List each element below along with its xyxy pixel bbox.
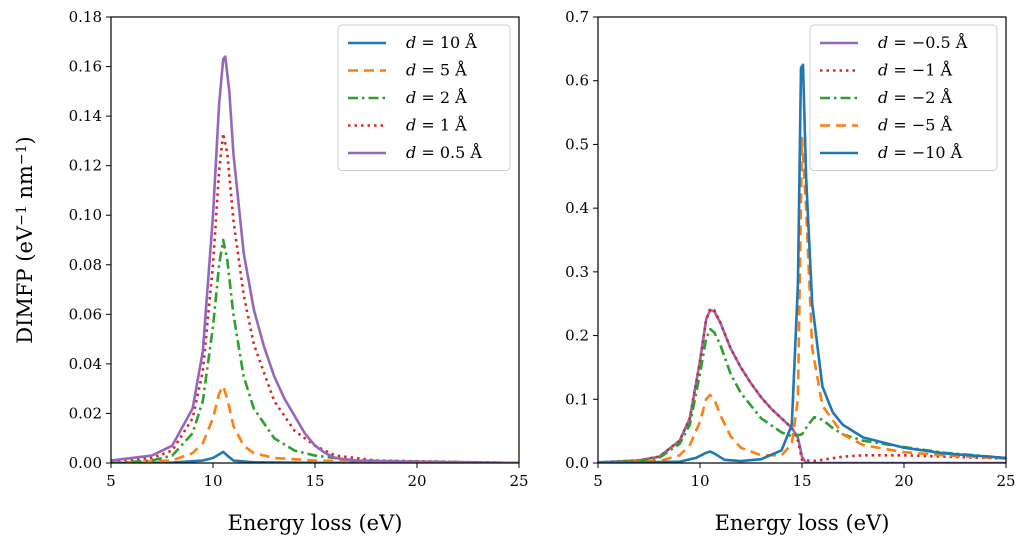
y-tick-label: 0.08 <box>69 256 102 274</box>
legend-label-3: d = 1 Å <box>406 115 467 135</box>
legend-label-4: d = 0.5 Å <box>406 142 482 162</box>
legend-label-1: d = 5 Å <box>406 60 467 80</box>
legend-label-3: d = −5 Å <box>878 115 953 135</box>
legend-label-2: d = 2 Å <box>406 87 467 107</box>
y-tick-label: 0.10 <box>69 206 102 224</box>
series-line-4 <box>111 55 519 463</box>
series-line-1 <box>111 384 519 463</box>
x-tick-label: 15 <box>792 472 811 490</box>
x-tick-label: 20 <box>894 472 913 490</box>
right-panel: 5 10 15 20 25 0.0 0.1 0.2 0.3 0.4 0.5 0.6 0.7 Energy … <box>565 8 1015 535</box>
x-tick-label: 5 <box>593 472 603 490</box>
y-tick-label: 0.12 <box>69 157 102 175</box>
x-tick-label: 10 <box>203 472 222 490</box>
y-tick-label: 0.06 <box>69 305 102 323</box>
x-tick-label: 5 <box>106 472 116 490</box>
x-tick-label: 20 <box>407 472 426 490</box>
series-line-2 <box>598 327 1006 463</box>
x-tick-label: 25 <box>509 472 528 490</box>
legend-box <box>337 24 511 171</box>
series-line-4 <box>598 63 1006 463</box>
legend-label-1: d = −1 Å <box>878 60 953 80</box>
legend-label-2: d = −2 Å <box>878 87 953 107</box>
legend-label-0: d = −0.5 Å <box>878 32 968 52</box>
y-tick-label: 0.7 <box>565 8 589 26</box>
y-axis-title: DIMFP (eV−1 nm−1) <box>13 136 37 343</box>
series-line-3 <box>598 136 1006 463</box>
x-tick-label: 10 <box>690 472 709 490</box>
y-tick-label: 0.1 <box>565 390 589 408</box>
legend: d = 10 Å d = 5 Å d = 2 Å d = 1 Å d = 0.5 Å <box>337 24 511 171</box>
y-tick-label: 0.04 <box>69 355 102 373</box>
series-line-2 <box>111 238 519 463</box>
legend-box <box>809 24 998 171</box>
y-tick-label: 0.02 <box>69 404 102 422</box>
series-line-1 <box>598 307 1006 463</box>
y-tick-label: 0.3 <box>565 263 589 281</box>
y-tick-label: 0.14 <box>69 107 102 125</box>
series-line-0 <box>598 308 1006 463</box>
plot-area <box>598 63 1006 463</box>
x-axis-title: Energy loss (eV) <box>715 511 890 535</box>
y-tick-label: 0.5 <box>565 135 589 153</box>
y-tick-label: 0.00 <box>69 454 102 472</box>
y-tick-label: 0.16 <box>69 58 102 76</box>
y-tick-label: 0.4 <box>565 199 589 217</box>
left-panel: 5 10 15 20 25 0.00 0.02 0.04 0.06 0.08 0.10 0.12 0.1… <box>13 8 529 535</box>
legend-label-0: d = 10 Å <box>406 32 477 52</box>
legend: d = −0.5 Å d = −1 Å d = −2 Å d = −5 Å d = −1… <box>809 24 998 171</box>
y-tick-label: 0.6 <box>565 72 589 90</box>
x-axis-title: Energy loss (eV) <box>228 511 403 535</box>
legend-label-4: d = −10 Å <box>878 142 963 162</box>
x-tick-label: 25 <box>996 472 1015 490</box>
y-tick-label: 0.2 <box>565 327 589 345</box>
y-tick-label: 0.18 <box>69 8 102 26</box>
x-tick-label: 15 <box>305 472 324 490</box>
series-line-3 <box>111 132 519 463</box>
y-tick-label: 0.0 <box>565 454 589 472</box>
